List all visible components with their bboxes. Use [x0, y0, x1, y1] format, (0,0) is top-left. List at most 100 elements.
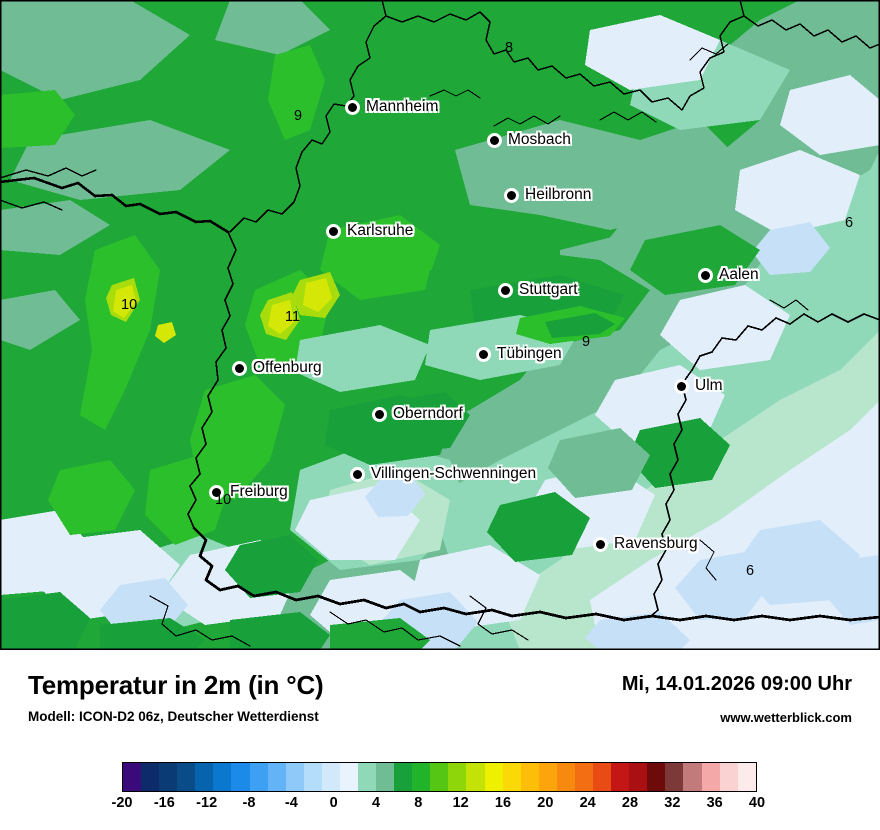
color-swatch	[231, 763, 250, 791]
contour-value-label: 11	[285, 309, 301, 325]
color-scale-tick-label: -12	[196, 795, 218, 811]
color-swatch	[683, 763, 702, 791]
color-scale-tick-label: 0	[329, 795, 338, 811]
color-swatch	[466, 763, 485, 791]
color-swatch	[520, 763, 539, 791]
city-dot-icon	[329, 226, 338, 236]
color-scale-tick-label: -4	[284, 795, 298, 811]
city-label: Oberndorf	[375, 405, 463, 423]
city-dot-icon	[507, 190, 516, 200]
color-swatch	[376, 763, 395, 791]
contour-value-label: 8	[505, 40, 514, 56]
color-swatch	[502, 763, 521, 791]
color-swatch	[141, 763, 160, 791]
color-swatch	[267, 763, 286, 791]
city-dot-icon	[701, 270, 710, 280]
color-swatch	[448, 763, 467, 791]
color-swatch	[538, 763, 557, 791]
city-name: Villingen-Schwenningen	[371, 465, 537, 482]
city-name: Freiburg	[230, 483, 288, 500]
city-dot-icon	[375, 409, 384, 419]
city-name: Heilbronn	[525, 186, 592, 203]
color-swatch	[213, 763, 232, 791]
color-swatch	[358, 763, 377, 791]
city-dot-icon	[501, 285, 510, 295]
city-label: Villingen-Schwenningen	[353, 465, 536, 483]
city-label: Tübingen	[479, 345, 562, 363]
color-scale-tick-label: 20	[537, 795, 554, 811]
page-title: Temperatur in 2m (in °C)	[28, 670, 324, 700]
city-label: Stuttgart	[501, 281, 578, 299]
city-name: Tübingen	[497, 345, 562, 362]
city-dot-icon	[677, 381, 686, 391]
color-scale-tick-label: 28	[621, 795, 639, 811]
color-swatch	[195, 763, 214, 791]
color-swatch	[593, 763, 612, 791]
city-name: Karlsruhe	[347, 222, 414, 239]
color-swatch	[701, 763, 720, 791]
color-swatch	[321, 763, 340, 791]
color-swatch	[611, 763, 630, 791]
color-swatch	[719, 763, 738, 791]
contour-value-label: 10	[215, 492, 232, 508]
caption-bar: Temperatur in 2m (in °C) Modell: ICON-D2…	[0, 650, 880, 755]
contour-value-label: 9	[294, 108, 303, 124]
color-scale-tick-label: -16	[153, 795, 175, 811]
color-swatch	[412, 763, 431, 791]
city-label: Freiburg	[212, 483, 288, 501]
city-dot-icon	[479, 349, 488, 359]
city-label: Karlsruhe	[329, 222, 413, 240]
color-scale-tick-label: 16	[494, 795, 512, 811]
city-dot-icon	[596, 539, 605, 549]
color-swatch	[737, 763, 756, 791]
city-label: Ravensburg	[596, 535, 698, 553]
color-scale-tick-label: 40	[748, 795, 766, 811]
color-swatch	[123, 763, 142, 791]
color-scale-swatches	[123, 763, 756, 791]
city-label: Ulm	[677, 377, 723, 395]
city-label: Aalen	[701, 266, 759, 284]
city-label: Mannheim	[348, 98, 438, 116]
color-swatch	[665, 763, 684, 791]
color-swatch	[574, 763, 594, 791]
color-scale-tick-label: -8	[242, 795, 256, 811]
color-swatch	[484, 763, 503, 791]
city-name: Aalen	[719, 266, 759, 283]
color-swatch	[556, 763, 575, 791]
site-url: www.wetterblick.com	[720, 710, 852, 725]
color-swatch	[249, 763, 268, 791]
color-swatch	[394, 763, 413, 791]
temperature-map[interactable]: Mannheim Mosbach Heilbronn Karlsruhe Stuttga…	[0, 0, 880, 650]
city-dot-icon	[348, 102, 357, 112]
city-name: Mannheim	[366, 98, 439, 115]
color-swatch	[177, 763, 196, 791]
city-dot-icon	[353, 469, 362, 479]
color-swatch	[285, 763, 304, 791]
valid-datetime: Mi, 14.01.2026 09:00 Uhr	[621, 673, 852, 695]
color-scale-tick-label: 4	[371, 795, 381, 811]
color-swatch	[647, 763, 666, 791]
city-label: Offenburg	[235, 359, 322, 377]
city-dot-icon	[235, 363, 244, 373]
model-subtitle: Modell: ICON-D2 06z, Deutscher Wetterdie…	[28, 709, 319, 724]
city-name: Oberndorf	[393, 405, 463, 422]
city-name: Offenburg	[253, 359, 322, 376]
color-scale-bar	[122, 762, 757, 792]
color-scale-tick-label: 12	[452, 795, 469, 811]
city-name: Stuttgart	[519, 281, 578, 298]
color-swatch	[159, 763, 178, 791]
color-scale-tick-label: 32	[664, 795, 681, 811]
city-label: Heilbronn	[507, 186, 591, 204]
city-name: Ravensburg	[614, 535, 698, 552]
temperature-raster	[0, 0, 880, 650]
city-name: Ulm	[695, 377, 723, 394]
color-scale-tick-label: 36	[706, 795, 723, 811]
contour-value-label: 9	[582, 334, 591, 350]
color-scale-tick-label: 24	[579, 795, 596, 811]
contour-value-label: 6	[845, 215, 854, 231]
color-swatch	[339, 763, 359, 791]
city-name: Mosbach	[508, 131, 571, 148]
color-scale-tick-label: -20	[111, 795, 133, 811]
color-swatch	[430, 763, 449, 791]
